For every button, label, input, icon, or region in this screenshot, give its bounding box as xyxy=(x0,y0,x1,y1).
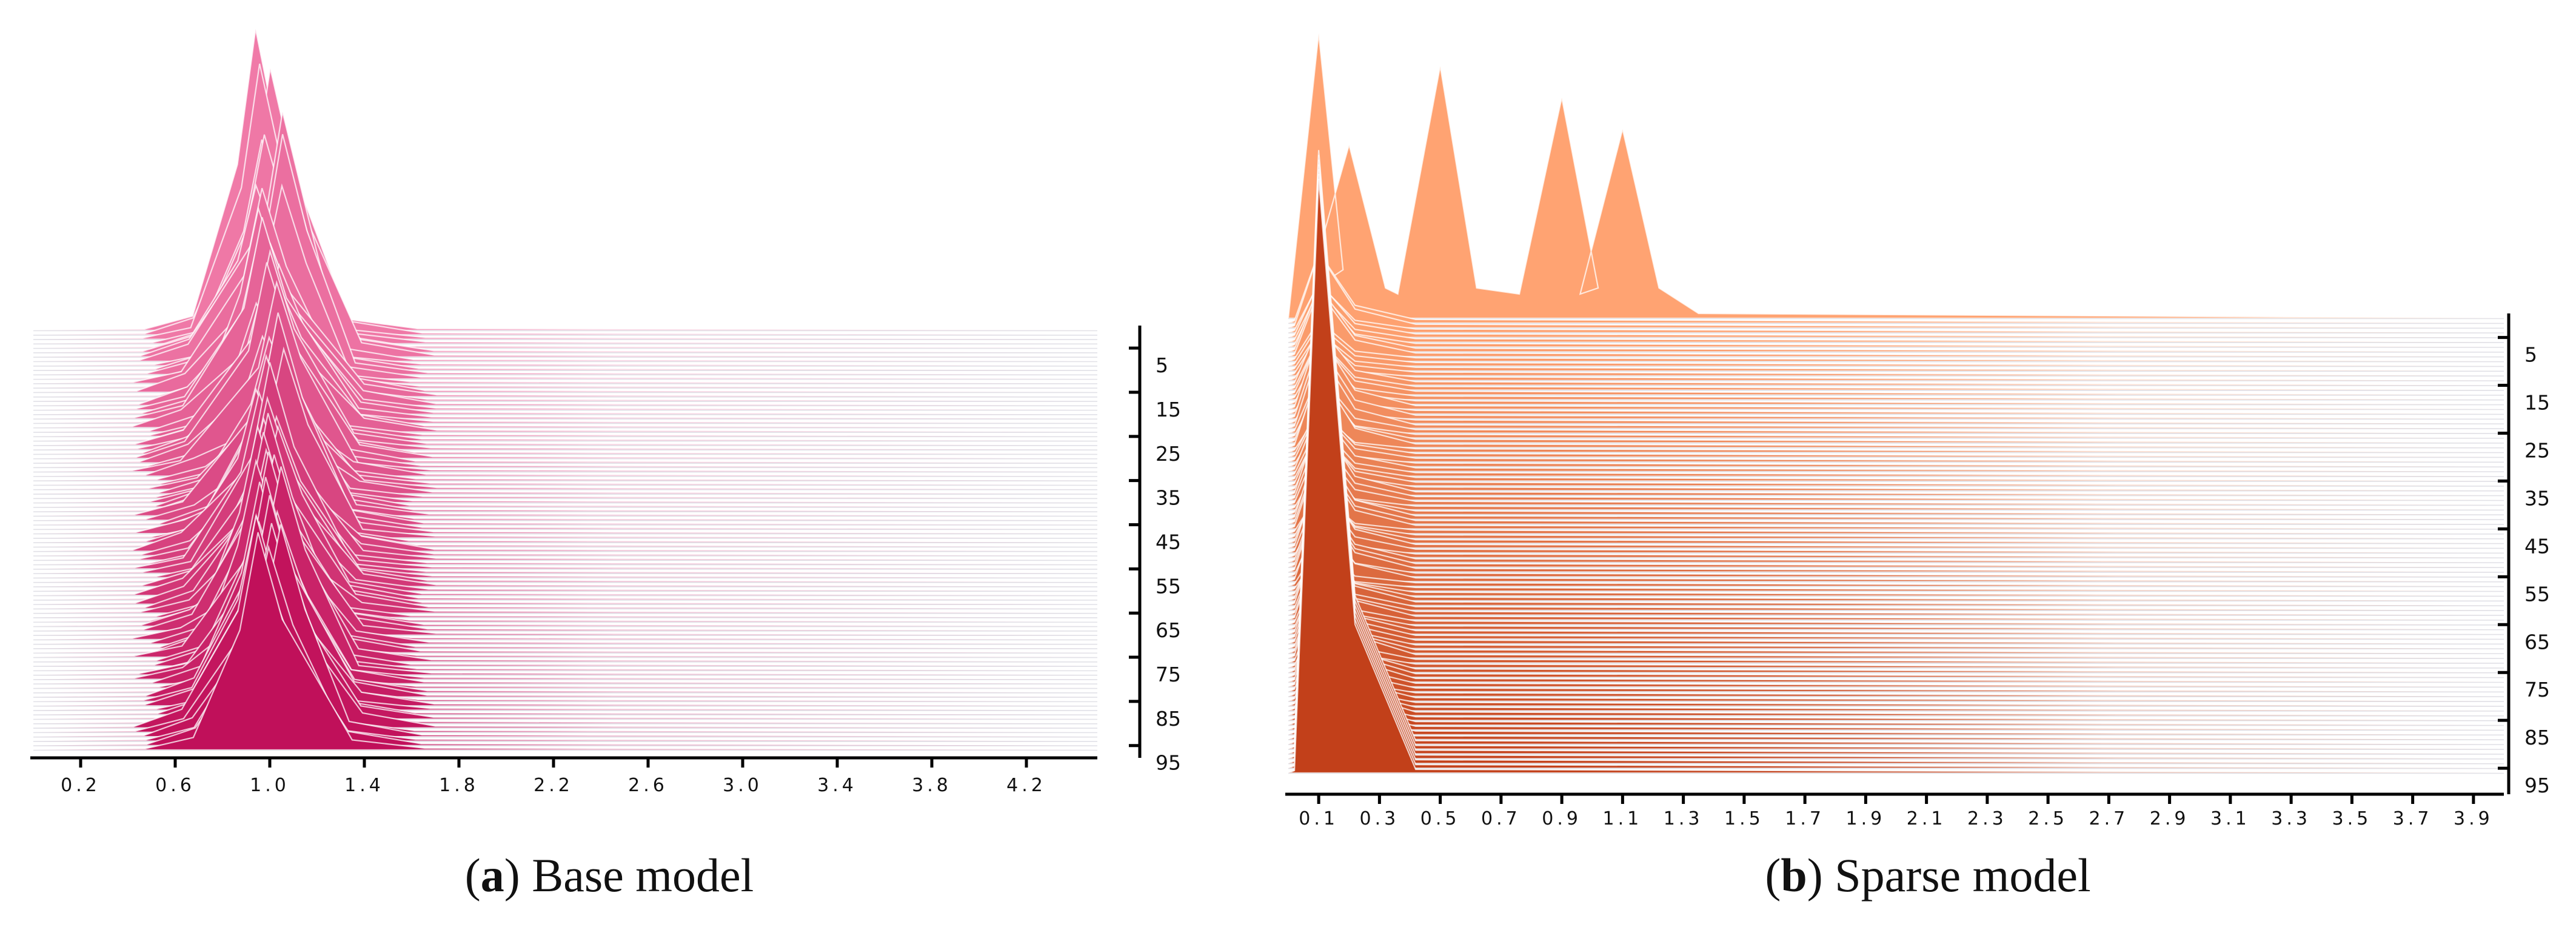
y-tick-label-a-3: 35 xyxy=(1156,486,1181,510)
y-tick-label-a-9: 95 xyxy=(1156,751,1181,775)
x-axis-b: 0.1 0.3 0.5 0.7 0.9 1.1 1.3 1.5 1.7 1.9 2.1 2.3 2.5 2… xyxy=(1285,792,2504,829)
x-tick-label-b-2: 0.5 xyxy=(1420,808,1460,829)
x-tick-label-a-8: 3.4 xyxy=(817,775,857,796)
y-tick-label-a-5: 55 xyxy=(1156,574,1181,598)
y-tick-label-b-6: 65 xyxy=(2524,630,2550,654)
panel-b-sparse-model: 0.1 0.3 0.5 0.7 0.9 1.1 1.3 1.5 1.7 1.9 2.1 2.3 2.5 2… xyxy=(1285,33,2550,902)
ridgeline-a xyxy=(33,28,1098,751)
y-tick-label-a-4: 45 xyxy=(1156,530,1181,554)
x-tick-label-b-18: 3.7 xyxy=(2393,808,2433,829)
x-tick-label-b-16: 3.3 xyxy=(2271,808,2311,829)
x-tick-label-b-6: 1.3 xyxy=(1664,808,1704,829)
x-tick-label-b-14: 2.9 xyxy=(2150,808,2190,829)
x-tick-label-a-2: 1.0 xyxy=(250,775,290,796)
y-tick-label-a-7: 75 xyxy=(1156,663,1181,686)
x-tick-label-b-19: 3.9 xyxy=(2454,808,2494,829)
caption-a: (a) Base model xyxy=(465,849,754,902)
x-tick-label-a-4: 1.8 xyxy=(439,775,479,796)
x-tick-label-b-9: 1.9 xyxy=(1846,808,1886,829)
y-tick-label-b-0: 5 xyxy=(2524,343,2537,367)
y-tick-label-b-5: 55 xyxy=(2524,582,2550,606)
ridge-a-96 xyxy=(33,532,1098,751)
x-tick-label-a-1: 0.6 xyxy=(155,775,195,796)
x-tick-label-a-0: 0.2 xyxy=(61,775,101,796)
x-tick-label-a-3: 1.4 xyxy=(344,775,384,796)
x-tick-label-b-13: 2.7 xyxy=(2089,808,2129,829)
y-tick-label-b-2: 25 xyxy=(2524,438,2550,462)
y-tick-label-a-6: 65 xyxy=(1156,618,1181,642)
y-axis-a: 5 15 25 35 45 55 65 75 85 95 xyxy=(1129,326,1181,775)
x-tick-label-b-4: 0.9 xyxy=(1542,808,1582,829)
x-tick-label-b-3: 0.7 xyxy=(1481,808,1521,829)
x-tick-label-b-7: 1.5 xyxy=(1724,808,1764,829)
x-tick-label-a-6: 2.6 xyxy=(628,775,668,796)
y-tick-label-a-8: 85 xyxy=(1156,707,1181,731)
x-tick-label-b-5: 1.1 xyxy=(1603,808,1643,829)
y-tick-label-b-9: 95 xyxy=(2524,774,2550,797)
panel-a-base-model: 0.2 0.6 1.0 1.4 1.8 2.2 2.6 3.0 3.4 3.8 4.2 5 15 25 3… xyxy=(30,28,1181,902)
x-tick-label-b-0: 0.1 xyxy=(1299,808,1339,829)
y-tick-label-a-2: 25 xyxy=(1156,442,1181,466)
ridge-b-1 xyxy=(1287,33,2504,320)
y-tick-label-b-8: 85 xyxy=(2524,726,2550,749)
x-axis-a: 0.2 0.6 1.0 1.4 1.8 2.2 2.6 3.0 3.4 3.8 4.2 xyxy=(30,756,1097,796)
x-tick-label-a-9: 3.8 xyxy=(912,775,952,796)
x-tick-label-b-15: 3.1 xyxy=(2210,808,2250,829)
x-tick-label-a-5: 2.2 xyxy=(534,775,574,796)
y-tick-label-b-7: 75 xyxy=(2524,678,2550,701)
y-axis-b: 5 15 25 35 45 55 65 75 85 95 xyxy=(2498,313,2550,797)
caption-b: (b) Sparse model xyxy=(1765,849,2090,902)
caption-a-letter: a xyxy=(481,849,504,902)
y-tick-label-a-0: 5 xyxy=(1156,353,1168,377)
ridge-a-13 xyxy=(33,188,1098,384)
ridge-a-2 xyxy=(33,68,1098,336)
x-tick-label-a-10: 4.2 xyxy=(1006,775,1046,796)
x-tick-label-b-12: 2.5 xyxy=(2028,808,2068,829)
ridge-a-3 xyxy=(33,63,1098,340)
x-tick-label-b-17: 3.5 xyxy=(2332,808,2372,829)
y-tick-label-b-1: 15 xyxy=(2524,391,2550,415)
caption-b-letter: b xyxy=(1781,849,1807,902)
x-tick-label-b-10: 2.1 xyxy=(1907,808,1947,829)
ridge-a-1 xyxy=(33,28,1098,332)
y-tick-label-b-4: 45 xyxy=(2524,534,2550,558)
caption-b-text: Sparse model xyxy=(1835,849,2090,902)
y-tick-label-a-1: 15 xyxy=(1156,398,1181,421)
x-tick-label-b-11: 2.3 xyxy=(1967,808,2007,829)
x-tick-label-a-7: 3.0 xyxy=(723,775,763,796)
x-tick-label-b-8: 1.7 xyxy=(1785,808,1825,829)
caption-a-text: Base model xyxy=(532,849,754,902)
x-tick-label-b-1: 0.3 xyxy=(1360,808,1400,829)
ridgeline-b xyxy=(1287,33,2504,774)
y-tick-label-b-3: 35 xyxy=(2524,486,2550,510)
